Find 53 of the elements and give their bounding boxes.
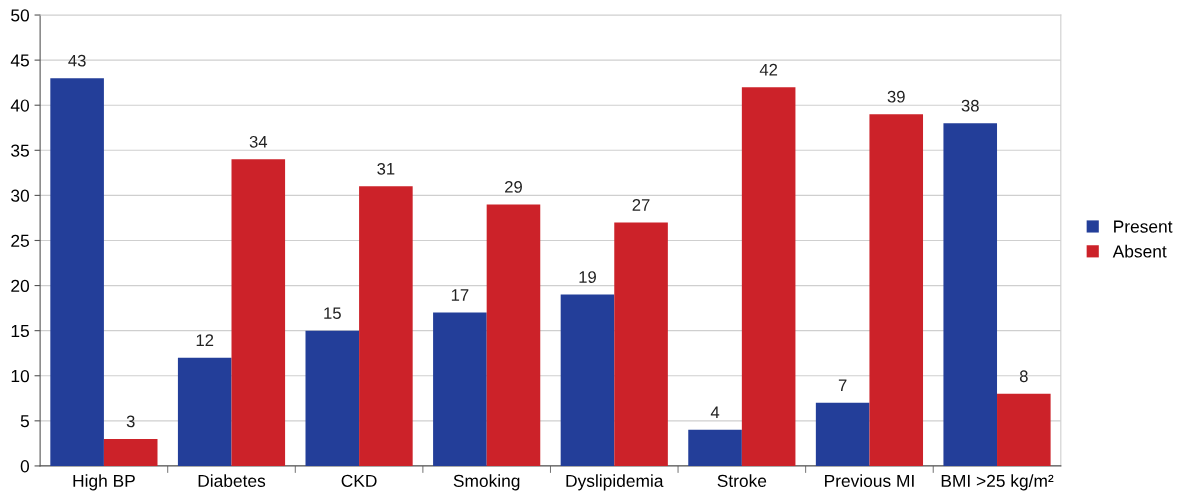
bar xyxy=(486,204,541,466)
y-tick-label: 25 xyxy=(11,234,29,247)
x-tick-label: Stroke xyxy=(717,474,767,488)
y-tick-label: 40 xyxy=(10,99,30,112)
data-label: 8 xyxy=(1019,370,1028,383)
data-label: 38 xyxy=(961,99,979,112)
y-tick-label: 45 xyxy=(10,54,29,67)
bar xyxy=(433,312,487,466)
data-label: 31 xyxy=(377,162,395,175)
data-label: 39 xyxy=(887,90,905,103)
bar xyxy=(943,123,998,466)
data-label: 34 xyxy=(249,135,268,148)
bar xyxy=(815,402,870,466)
data-label: 17 xyxy=(451,289,469,301)
x-tick-label: Smoking xyxy=(453,474,520,491)
x-tick-label: Diabetes xyxy=(198,474,266,488)
data-label: 7 xyxy=(838,379,847,392)
bar xyxy=(359,186,413,466)
data-label: 12 xyxy=(196,334,214,346)
data-label: 42 xyxy=(759,63,778,76)
y-tick-label: 35 xyxy=(11,144,29,157)
x-tick-label: Previous MI xyxy=(825,474,914,488)
data-label: 19 xyxy=(579,271,596,283)
data-label: 29 xyxy=(505,180,522,193)
bar xyxy=(614,222,668,466)
bar xyxy=(177,357,232,466)
y-tick-label: 20 xyxy=(11,279,30,293)
y-tick-label: 30 xyxy=(11,189,30,202)
legend-label: Present xyxy=(1114,220,1173,233)
x-tick-label: BMI >25 kg/m² xyxy=(941,474,1054,491)
data-label: 4 xyxy=(710,406,720,419)
x-tick-label: CKD xyxy=(341,474,377,488)
x-tick-label: High BP xyxy=(73,474,135,491)
data-label: 27 xyxy=(632,199,650,211)
data-label: 3 xyxy=(126,415,135,428)
bar xyxy=(741,87,796,466)
x-tick-label: Dyslipidemia xyxy=(566,474,664,491)
y-tick-label: 5 xyxy=(20,415,29,428)
bar xyxy=(560,294,615,466)
bar xyxy=(869,114,924,466)
y-tick-label: 0 xyxy=(20,460,30,473)
bar xyxy=(688,429,742,466)
y-tick-label: 15 xyxy=(11,325,29,338)
data-label: 43 xyxy=(68,54,86,67)
y-tick-label: 50 xyxy=(11,9,30,22)
legend-label: Absent xyxy=(1112,244,1167,258)
y-tick-label: 10 xyxy=(11,369,30,383)
bar xyxy=(103,438,158,466)
bar xyxy=(997,393,1051,466)
bar xyxy=(231,159,286,466)
data-label: 15 xyxy=(324,307,341,320)
bar xyxy=(50,78,104,466)
bar xyxy=(305,330,360,466)
